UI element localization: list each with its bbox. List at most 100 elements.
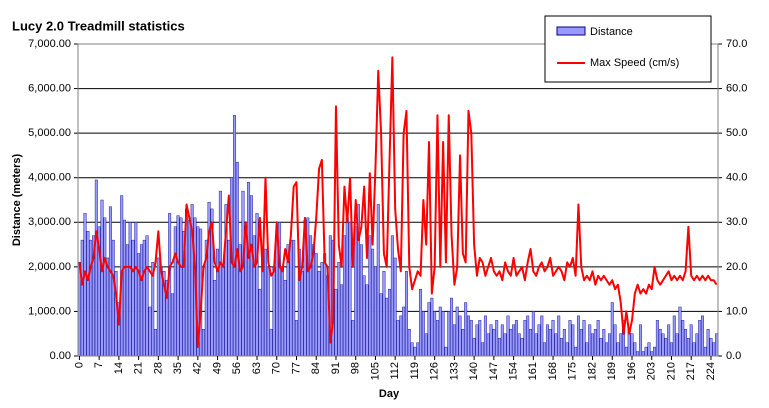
x-tick-label: 49 xyxy=(211,362,223,374)
bar xyxy=(692,342,696,357)
bar xyxy=(548,329,552,357)
bar xyxy=(613,324,617,357)
bar xyxy=(314,253,318,357)
bar xyxy=(624,346,628,357)
bar xyxy=(128,222,132,357)
bar xyxy=(156,257,160,357)
bar xyxy=(111,239,115,357)
bar xyxy=(283,280,287,357)
legend-label: Distance xyxy=(590,26,633,38)
bar xyxy=(695,333,699,357)
plot-frame xyxy=(77,43,719,357)
bar xyxy=(433,311,437,357)
bar xyxy=(698,320,702,357)
bar xyxy=(638,324,642,357)
bar xyxy=(599,337,603,357)
y-tick-label: 4,000.00 xyxy=(28,172,71,184)
x-tick-label: 105 xyxy=(369,362,381,380)
bar xyxy=(492,329,496,357)
bar xyxy=(534,333,538,357)
bar xyxy=(233,115,236,357)
y2-tick-label: 20.0 xyxy=(726,261,747,273)
bar xyxy=(390,235,394,357)
bar xyxy=(464,302,468,357)
bar xyxy=(653,346,657,357)
bar xyxy=(275,239,279,357)
bar xyxy=(80,239,84,357)
bar xyxy=(379,293,383,357)
bar xyxy=(258,288,262,357)
x-tick-label: 77 xyxy=(290,362,302,374)
bar xyxy=(365,284,369,357)
bar xyxy=(650,351,654,357)
bar xyxy=(359,244,363,357)
bar xyxy=(630,333,634,357)
bar xyxy=(452,324,456,357)
bar xyxy=(441,311,445,357)
x-axis-label: Day xyxy=(379,388,400,400)
bar xyxy=(715,333,719,357)
bar xyxy=(498,337,501,357)
bar xyxy=(647,342,651,357)
bar xyxy=(633,342,637,357)
bar xyxy=(436,320,439,357)
bar xyxy=(407,329,411,357)
bar xyxy=(221,266,225,357)
bar xyxy=(684,329,688,357)
y2-tick-label: 70.0 xyxy=(726,38,747,50)
bar xyxy=(427,302,431,357)
bar xyxy=(489,324,493,357)
bar xyxy=(636,351,640,357)
bar xyxy=(670,342,673,357)
x-tick-label: 42 xyxy=(192,362,204,374)
bar xyxy=(354,226,358,357)
bar xyxy=(86,230,90,357)
x-tick-label: 224 xyxy=(705,362,717,380)
x-tick-label: 126 xyxy=(429,362,441,380)
bar xyxy=(373,266,377,357)
bar xyxy=(619,333,623,357)
y2-tick-label: 40.0 xyxy=(726,172,747,184)
x-tick-label: 63 xyxy=(251,362,263,374)
bar xyxy=(591,333,595,357)
bar xyxy=(529,329,532,357)
bar xyxy=(382,271,386,357)
bar xyxy=(664,337,668,357)
x-tick-label: 133 xyxy=(448,362,460,380)
bar xyxy=(419,288,423,357)
bar xyxy=(472,337,476,357)
bar xyxy=(596,320,600,357)
bar xyxy=(187,219,191,357)
x-tick-label: 154 xyxy=(508,362,520,380)
bar xyxy=(385,297,389,357)
bar xyxy=(610,302,614,357)
bar xyxy=(424,333,428,357)
bar xyxy=(686,337,690,357)
bar xyxy=(514,320,518,357)
line xyxy=(78,56,718,349)
x-tick-label: 217 xyxy=(685,362,697,380)
bar xyxy=(661,333,665,357)
bar xyxy=(605,342,609,357)
bar xyxy=(461,329,465,357)
bar xyxy=(672,315,676,357)
bar xyxy=(300,271,304,357)
bar xyxy=(607,333,611,357)
legend-label: Max Speed (cm/s) xyxy=(590,57,679,69)
bar xyxy=(475,324,479,357)
bar xyxy=(173,226,177,357)
bar xyxy=(554,333,558,357)
bar xyxy=(588,324,592,357)
bar xyxy=(170,293,174,357)
bar xyxy=(337,262,341,357)
bar xyxy=(131,239,135,357)
x-tick-label: 98 xyxy=(350,362,362,374)
bar xyxy=(145,235,149,357)
x-tick-label: 0 xyxy=(73,362,85,368)
bar xyxy=(295,320,298,357)
x-tick-label: 112 xyxy=(389,362,401,380)
x-tick-label: 70 xyxy=(271,362,283,374)
y2-tick-label: 50.0 xyxy=(726,127,747,139)
bar xyxy=(289,239,293,357)
